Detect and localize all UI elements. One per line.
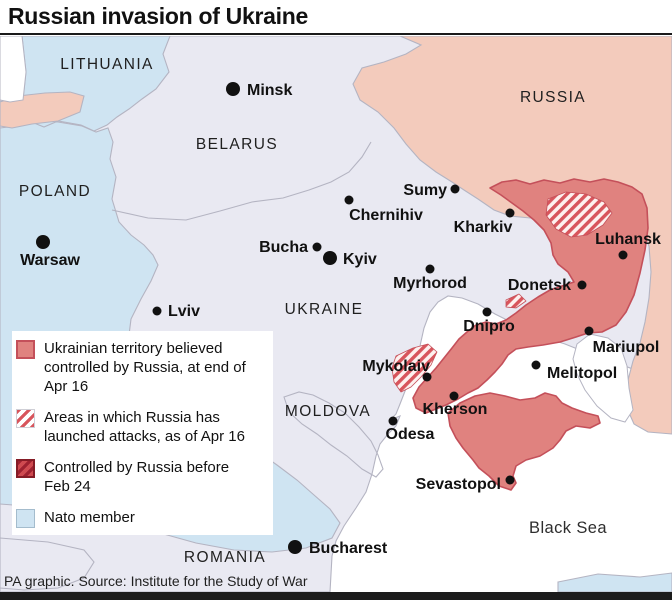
city-dot-melitopol bbox=[531, 360, 541, 370]
country-label-moldova: MOLDOVA bbox=[285, 403, 371, 420]
attack-area-dnipro bbox=[505, 293, 527, 309]
legend-label: Areas in which Russia has launched attac… bbox=[44, 409, 245, 445]
city-label-minsk: Minsk bbox=[247, 82, 292, 99]
city-dot-bucha bbox=[312, 242, 322, 252]
city-dot-chernihiv bbox=[344, 195, 354, 205]
city-dot-kharkiv bbox=[505, 208, 515, 218]
city-label-kharkiv: Kharkiv bbox=[454, 219, 513, 236]
legend-label: Controlled by Russia before Feb 24 bbox=[44, 459, 230, 495]
legend-item-controlled: Ukrainian territory believed controlled … bbox=[16, 339, 264, 396]
city-label-warsaw: Warsaw bbox=[20, 252, 80, 269]
city-label-kherson: Kherson bbox=[423, 401, 488, 418]
city-dot-lviv bbox=[152, 306, 162, 316]
city-label-sumy: Sumy bbox=[403, 182, 447, 199]
occupied-territory-east bbox=[412, 178, 649, 414]
legend-item-attacks: Areas in which Russia has launched attac… bbox=[16, 408, 264, 446]
city-label-mykolaiv: Mykolaiv bbox=[362, 358, 430, 375]
city-label-mariupol: Mariupol bbox=[593, 339, 660, 356]
header: Russian invasion of Ukraine bbox=[0, 0, 672, 36]
city-dot-sevastopol bbox=[505, 475, 515, 485]
city-dot-mariupol bbox=[584, 326, 594, 336]
country-label-belarus: BELARUS bbox=[196, 136, 278, 153]
city-label-dnipro: Dnipro bbox=[463, 318, 515, 335]
country-turkey bbox=[557, 572, 672, 592]
city-dot-sumy bbox=[450, 184, 460, 194]
capital-dot-minsk bbox=[226, 82, 240, 96]
country-label-ukraine: UKRAINE bbox=[285, 301, 364, 318]
legend-label: Nato member bbox=[44, 509, 135, 526]
city-label-lviv: Lviv bbox=[168, 303, 200, 320]
border-belarus-ukraine bbox=[111, 141, 372, 221]
city-label-luhansk: Luhansk bbox=[595, 231, 661, 248]
country-label-poland: POLAND bbox=[19, 183, 91, 200]
legend: Ukrainian territory believed controlled … bbox=[12, 331, 273, 535]
source-credit: PA graphic. Source: Institute for the St… bbox=[4, 573, 308, 589]
city-dot-donetsk bbox=[577, 280, 587, 290]
city-label-donetsk: Donetsk bbox=[508, 277, 571, 294]
title-rule bbox=[0, 33, 672, 35]
footer-bar bbox=[0, 592, 672, 600]
sea-of-azov-water bbox=[572, 333, 634, 423]
city-dot-myrhorod bbox=[425, 264, 435, 274]
city-dot-kherson bbox=[449, 391, 459, 401]
page-title: Russian invasion of Ukraine bbox=[8, 3, 308, 29]
capital-dot-kyiv bbox=[323, 251, 337, 265]
city-label-kyiv: Kyiv bbox=[343, 251, 377, 268]
city-dot-odesa bbox=[388, 416, 398, 426]
pre-feb-hatch-swatch-icon bbox=[16, 459, 35, 478]
country-labels-layer: LITHUANIA BELARUS POLAND RUSSIA UKRAINE MOLDO… bbox=[19, 56, 607, 566]
city-markers-layer: Minsk Warsaw Kyiv Bucharest Bucha Lviv Sumy Che… bbox=[20, 82, 661, 557]
city-dot-dnipro bbox=[482, 307, 492, 317]
legend-label: Ukrainian territory believed controlled … bbox=[44, 340, 246, 395]
sea-label-black-sea: Black Sea bbox=[529, 519, 607, 537]
attack-area-kherson bbox=[391, 343, 438, 393]
capital-dot-bucharest bbox=[288, 540, 302, 554]
city-label-chernihiv: Chernihiv bbox=[349, 207, 423, 224]
attack-hatch-swatch-icon bbox=[16, 409, 35, 428]
country-label-lithuania: LITHUANIA bbox=[60, 56, 154, 73]
occupied-crimea bbox=[447, 392, 601, 491]
city-label-melitopol: Melitopol bbox=[547, 365, 617, 382]
city-dot-luhansk bbox=[618, 250, 628, 260]
country-label-russia: RUSSIA bbox=[520, 89, 586, 106]
city-label-bucharest: Bucharest bbox=[309, 540, 388, 557]
attack-area-kharkiv bbox=[545, 191, 613, 238]
legend-item-nato: Nato member bbox=[16, 508, 264, 528]
city-label-bucha: Bucha bbox=[259, 239, 308, 256]
nato-swatch-icon bbox=[16, 509, 35, 528]
country-label-romania: ROMANIA bbox=[184, 549, 266, 566]
legend-item-pre-feb: Controlled by Russia before Feb 24 bbox=[16, 458, 264, 496]
city-label-odesa: Odesa bbox=[386, 426, 435, 443]
city-label-sevastopol: Sevastopol bbox=[416, 476, 501, 493]
controlled-swatch-icon bbox=[16, 340, 35, 359]
city-dot-mykolaiv bbox=[422, 372, 432, 382]
border-moldova bbox=[283, 391, 384, 478]
country-kaliningrad bbox=[0, 91, 85, 129]
land-neutral-southwest bbox=[0, 537, 95, 591]
capital-dot-warsaw bbox=[36, 235, 50, 249]
baltic-sea-water bbox=[0, 36, 27, 103]
city-label-myrhorod: Myrhorod bbox=[393, 275, 467, 292]
